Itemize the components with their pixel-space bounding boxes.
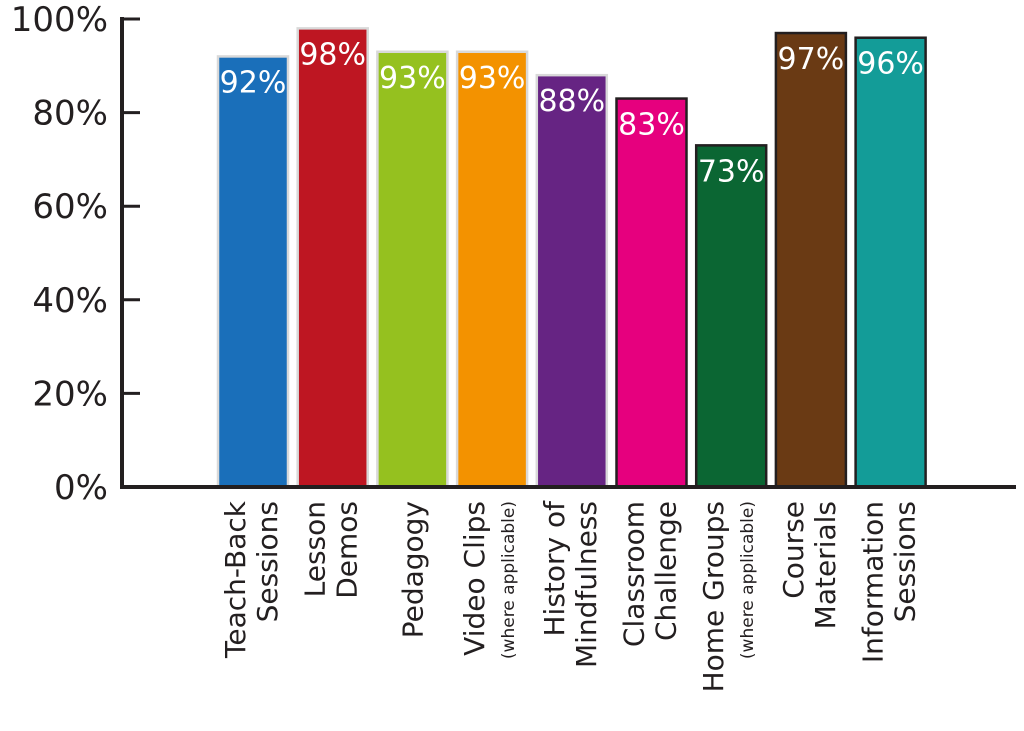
data-label: 93% bbox=[459, 61, 526, 96]
category-label-line: Sessions bbox=[251, 501, 284, 622]
y-tick-label: 60% bbox=[32, 187, 108, 227]
category-label: Video Clips (where applicable) bbox=[458, 501, 519, 659]
category-label: Course Materials bbox=[777, 501, 842, 629]
bar bbox=[455, 50, 529, 489]
category-label-line: Mindfulness bbox=[570, 501, 603, 668]
data-label: 92% bbox=[220, 65, 287, 100]
bar bbox=[216, 55, 290, 489]
y-tick-label: 0% bbox=[54, 468, 108, 508]
category-label-line: Course bbox=[777, 501, 810, 599]
data-label: 73% bbox=[698, 154, 765, 189]
category-label: Teach-Back Sessions bbox=[219, 500, 284, 659]
bars bbox=[216, 27, 927, 489]
category-label-line: Information bbox=[857, 501, 890, 663]
data-label: 96% bbox=[857, 47, 924, 82]
axes bbox=[120, 17, 1016, 489]
data-label: 83% bbox=[618, 108, 685, 143]
category-label-note: (where applicable) bbox=[738, 501, 758, 659]
category-label-line: Pedagogy bbox=[396, 501, 429, 638]
y-tick-label: 80% bbox=[32, 94, 108, 134]
category-label: History of Mindfulness bbox=[538, 500, 603, 668]
category-label-line: Video Clips bbox=[458, 501, 491, 656]
y-tick-label: 100% bbox=[11, 0, 108, 40]
category-label: Lesson Demos bbox=[299, 501, 364, 599]
category-label-line: Challenge bbox=[650, 501, 683, 641]
category-label-line: Classroom bbox=[618, 501, 651, 647]
category-labels: Teach-Back Sessions Lesson Demos Pedagogy Vid… bbox=[219, 500, 922, 693]
y-tick-label: 20% bbox=[32, 374, 108, 414]
category-label-line: Materials bbox=[809, 501, 842, 629]
bar bbox=[774, 31, 848, 489]
category-label-note: (where applicable) bbox=[499, 501, 519, 659]
category-label-line: Sessions bbox=[889, 501, 922, 622]
category-label-line: Lesson bbox=[299, 501, 332, 597]
bar bbox=[376, 50, 449, 489]
data-labels: 92% 98% 93% 93% 88% 83% 73% 97% 96% bbox=[220, 37, 924, 189]
category-label: Information Sessions bbox=[857, 501, 922, 663]
bar bbox=[615, 97, 688, 489]
bar bbox=[296, 27, 369, 489]
data-label: 88% bbox=[538, 84, 605, 119]
category-label: Classroom Challenge bbox=[618, 501, 683, 647]
bar bbox=[535, 73, 609, 489]
category-label-line: History of bbox=[538, 500, 571, 637]
bar bbox=[694, 144, 768, 489]
category-label-line: Home Groups bbox=[697, 501, 730, 692]
data-label: 93% bbox=[379, 61, 446, 96]
category-label-line: Teach-Back bbox=[219, 500, 252, 659]
y-axis: 0% 20% 40% 60% 80% 100% bbox=[11, 0, 140, 508]
data-label: 97% bbox=[778, 42, 845, 77]
category-label-line: Demos bbox=[331, 501, 364, 599]
category-label: Pedagogy bbox=[396, 501, 429, 638]
y-tick-label: 40% bbox=[32, 281, 108, 321]
data-label: 98% bbox=[299, 37, 366, 72]
bar bbox=[854, 36, 927, 489]
category-label: Home Groups (where applicable) bbox=[697, 501, 758, 692]
